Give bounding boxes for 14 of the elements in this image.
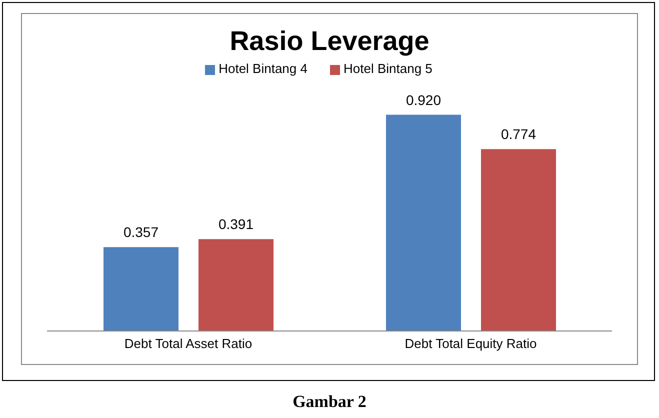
bar — [386, 114, 461, 331]
text: Gambar 2 — [292, 392, 368, 412]
data-label: 0.920 — [406, 92, 442, 108]
bar — [481, 149, 556, 331]
bar — [104, 247, 178, 331]
legend-label: Hotel Bintang 4 — [218, 61, 308, 76]
x-tick-label: Debt Total Asset Ratio — [124, 336, 252, 352]
chart-title: Rasio Leverage — [228, 26, 430, 57]
bar — [198, 239, 274, 331]
x-tick-label: Debt Total Equity Ratio — [404, 336, 537, 352]
data-label: 0.774 — [500, 126, 536, 142]
data-label: 0.357 — [123, 224, 159, 240]
legend-label: Hotel Bintang 5 — [344, 61, 432, 76]
data-label: 0.391 — [218, 216, 254, 232]
